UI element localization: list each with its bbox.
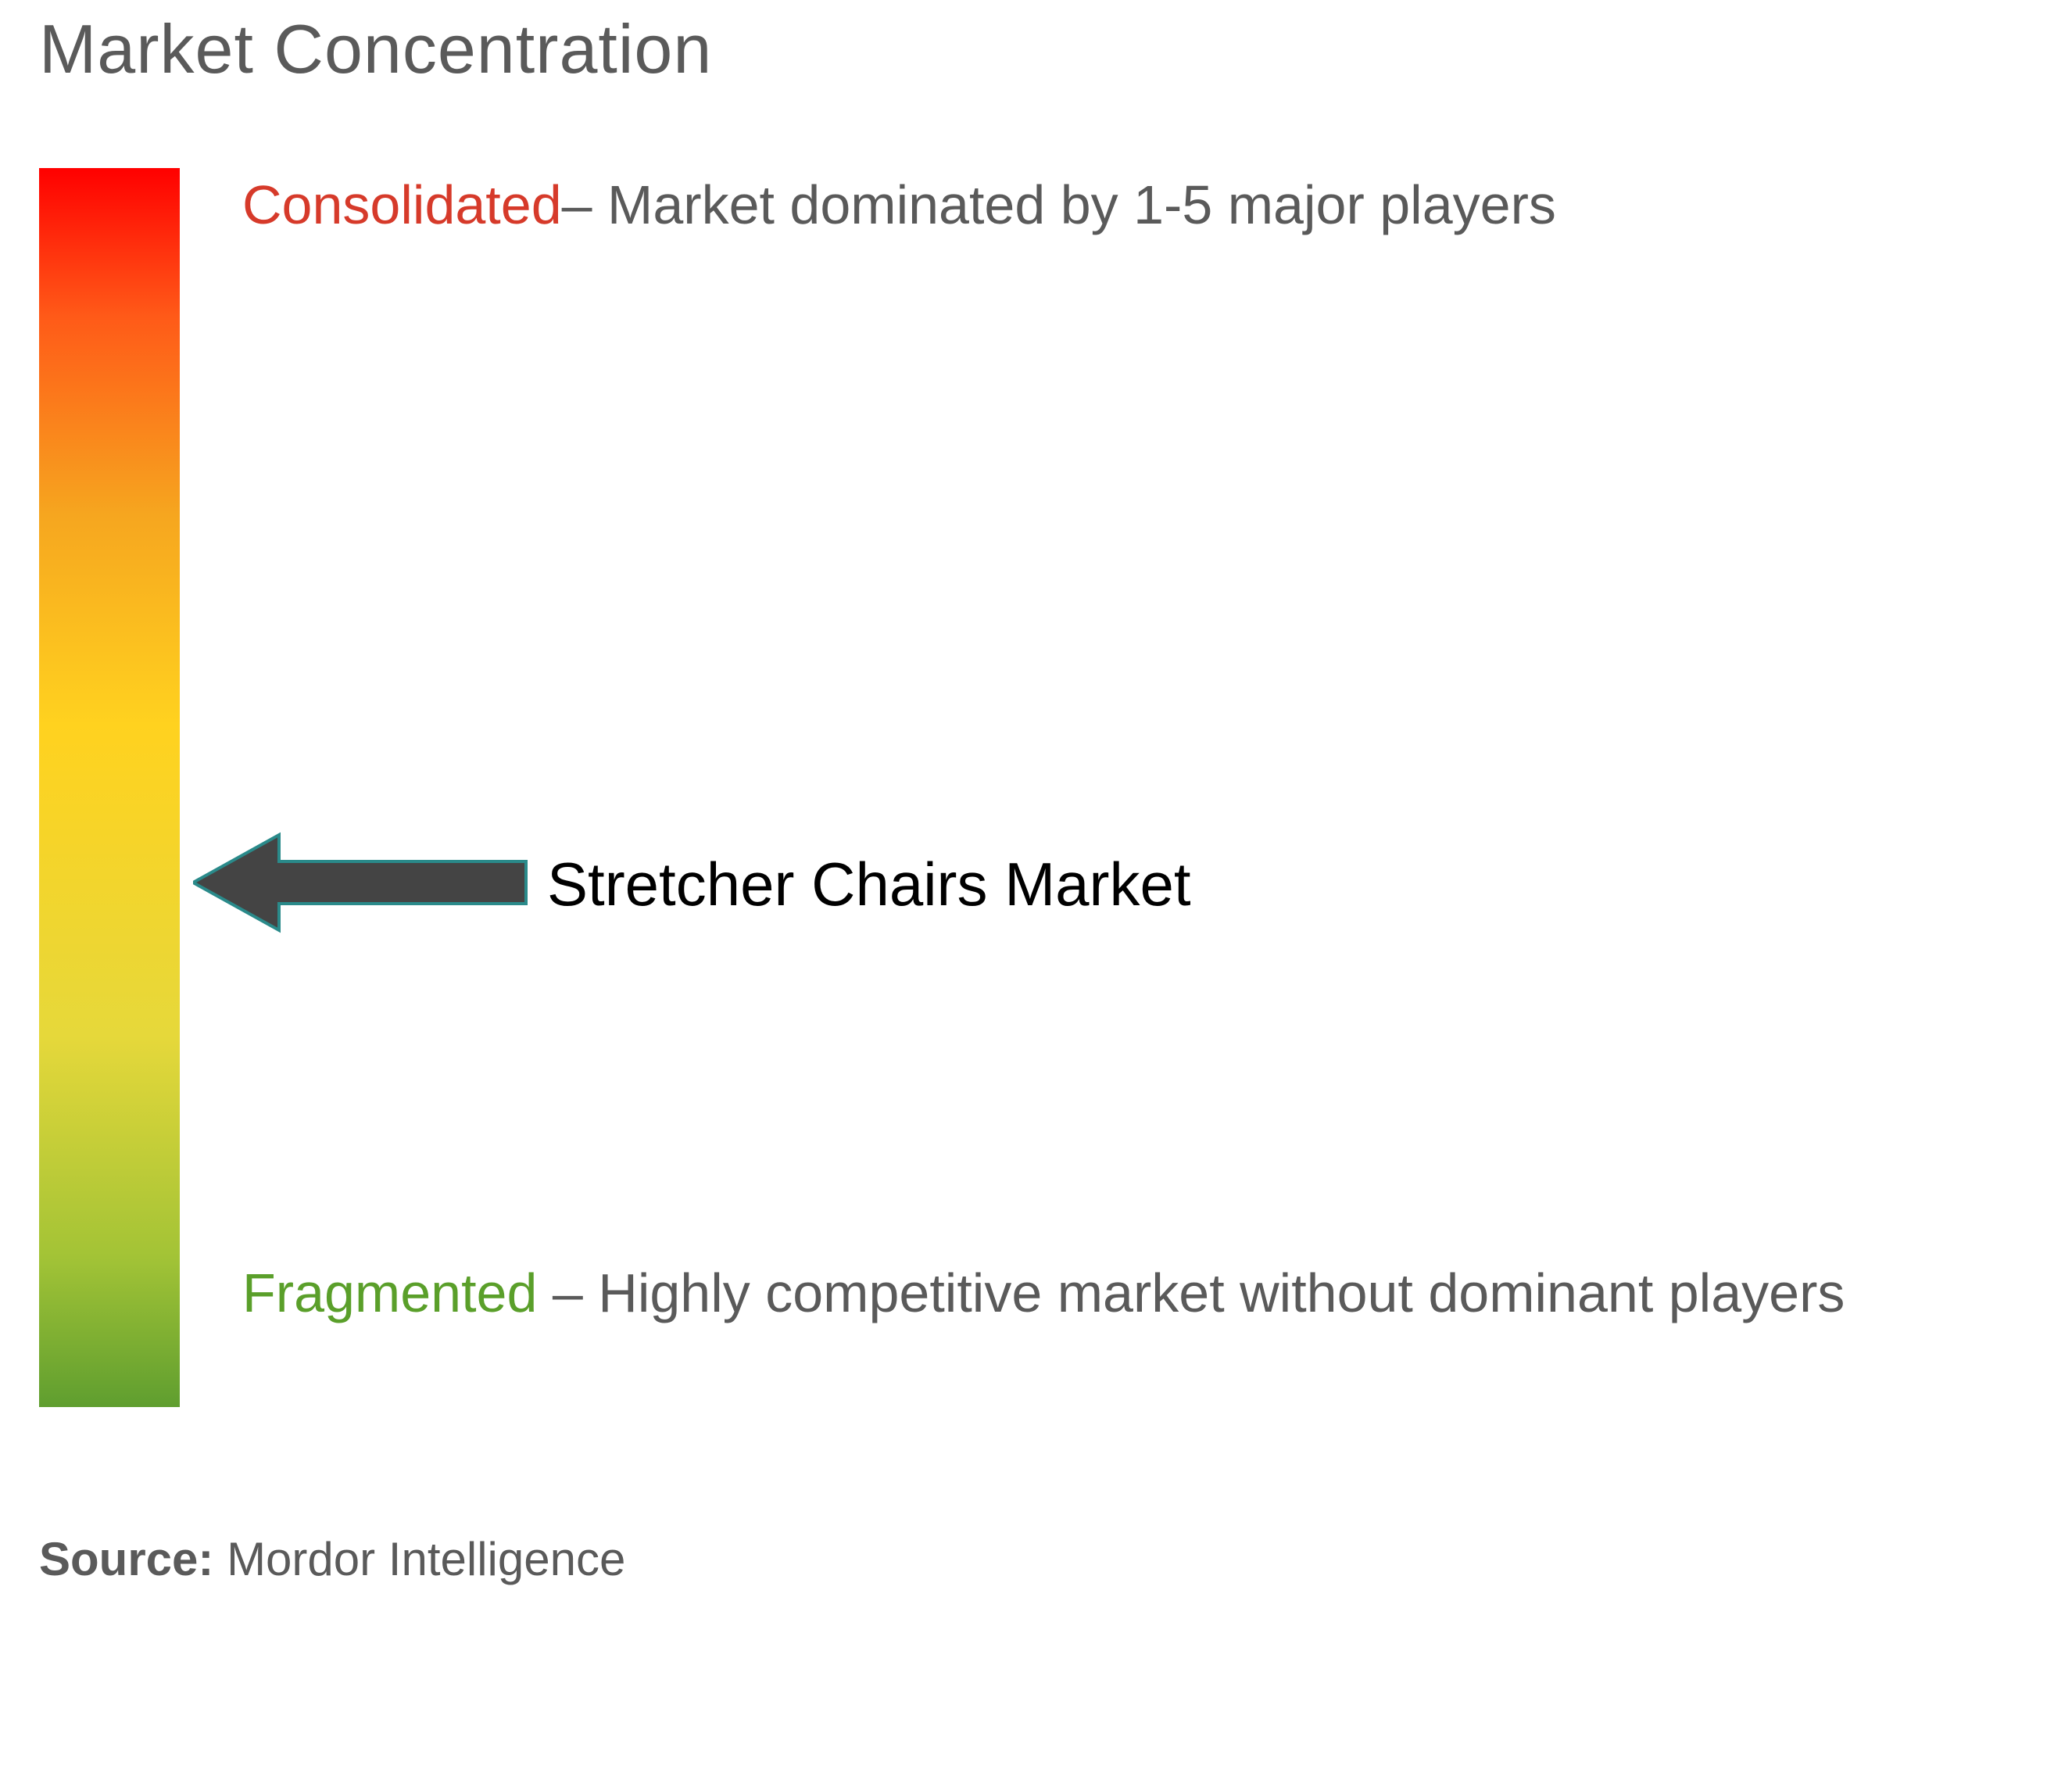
- source-label: Source:: [39, 1533, 213, 1585]
- marker-arrow: [193, 832, 529, 933]
- consolidated-key: Consolidated: [242, 174, 562, 235]
- concentration-gradient-bar: [39, 168, 180, 1407]
- fragmented-separator: –: [553, 1262, 583, 1323]
- consolidated-separator: –: [562, 174, 592, 235]
- chart-title: Market Concentration: [39, 9, 712, 89]
- fragmented-label-block: Fragmented – Highly competitive market w…: [242, 1251, 1884, 1336]
- fragmented-key: Fragmented: [242, 1262, 537, 1323]
- consolidated-description: Market dominated by 1-5 major players: [607, 174, 1556, 235]
- consolidated-label-block: Consolidated– Market dominated by 1-5 ma…: [242, 168, 1962, 242]
- fragmented-description: Highly competitive market without domina…: [598, 1262, 1845, 1323]
- marker-label: Stretcher Chairs Market: [547, 849, 1191, 920]
- source-value: Mordor Intelligence: [227, 1533, 625, 1585]
- source-block: Source: Mordor Intelligence: [39, 1532, 625, 1586]
